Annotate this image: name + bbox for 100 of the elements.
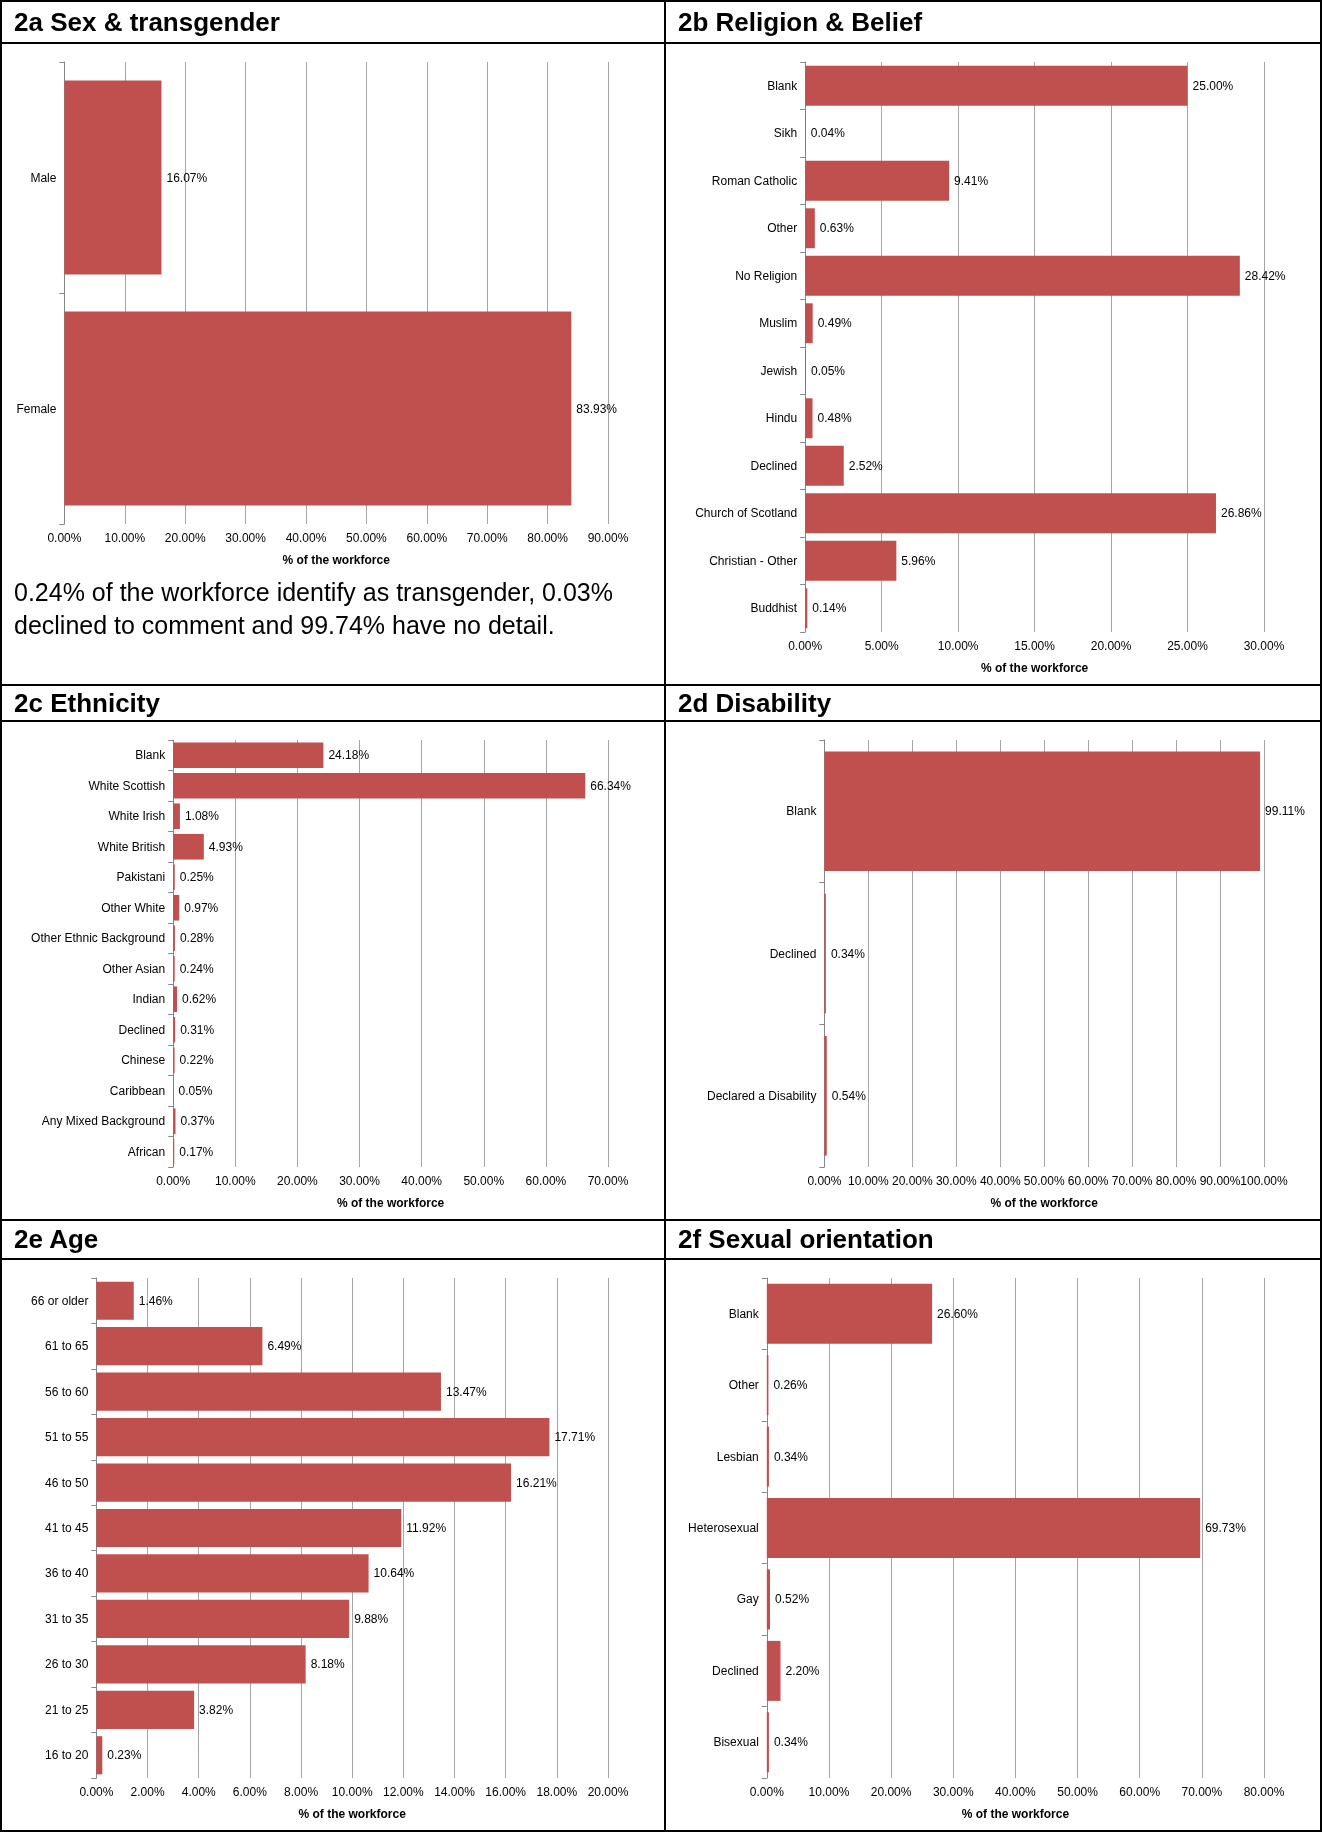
chart-title: 2c Ethnicity: [2, 686, 664, 722]
x-tick-label: 40.00%: [995, 1785, 1037, 1799]
y-tick-label: Muslim: [759, 316, 798, 331]
y-tick-label: Caribbean: [109, 1083, 166, 1098]
data-label: 0.05%: [178, 1083, 213, 1098]
x-tick-label: 20.00%: [164, 531, 206, 545]
y-tick-label: Blank: [135, 748, 167, 763]
x-tick-label: 10.00%: [808, 1785, 850, 1799]
data-label: 9.88%: [354, 1611, 389, 1626]
x-tick-label: 60.00%: [1067, 1174, 1109, 1188]
y-tick-label: 46 to 50: [45, 1475, 89, 1490]
y-tick-label: Buddhist: [750, 601, 798, 616]
x-axis-title: % of the workforce: [980, 661, 1089, 675]
text: 0.24% of the workforce identify as transgender, 0.03% declined to comment and 99.74% have no detail.: [14, 577, 614, 641]
data-label: 2.52%: [848, 458, 884, 473]
y-tick-label: Declined: [769, 946, 817, 961]
data-label: 25.00%: [1192, 78, 1234, 93]
y-tick-label: Jewish: [760, 363, 798, 378]
x-tick-label: 60.00%: [406, 531, 448, 545]
y-tick-label: 41 to 45: [45, 1521, 89, 1535]
y-tick-label: Female: [16, 401, 57, 416]
data-label: 0.63%: [819, 221, 855, 236]
x-tick-label: 50.00%: [1057, 1785, 1099, 1799]
x-tick-label: 0.00%: [47, 531, 82, 545]
data-label: 24.18%: [328, 748, 370, 763]
x-tick-label: 30.00%: [1243, 639, 1285, 653]
x-tick-label: 14.00%: [434, 1785, 476, 1799]
x-tick-label: 10.00%: [848, 1174, 890, 1188]
y-tick-label: White Scottish: [88, 778, 166, 793]
y-tick-label: 21 to 25: [45, 1702, 89, 1717]
x-axis-title: % of the workforce: [961, 1807, 1070, 1821]
x-tick-label: 80.00%: [1155, 1174, 1197, 1188]
data-label: 1.08%: [184, 809, 220, 824]
data-label: 0.49%: [817, 316, 853, 331]
data-label: 0.34%: [773, 1449, 809, 1464]
y-tick-label: 31 to 35: [45, 1611, 89, 1626]
y-tick-label: 61 to 65: [45, 1339, 89, 1354]
x-tick-label: 30.00%: [935, 1174, 977, 1188]
x-tick-label: 50.00%: [463, 1174, 505, 1188]
x-tick-label: 25.00%: [1167, 639, 1209, 653]
y-tick-label: Chinese: [121, 1053, 166, 1068]
y-tick-label: Declined: [118, 1022, 166, 1037]
data-label: 2.20%: [785, 1663, 820, 1678]
y-tick-label: Other White: [101, 900, 166, 915]
x-axis-title: % of the workforce: [990, 1196, 1099, 1210]
y-tick-label: 36 to 40: [45, 1566, 89, 1581]
x-tick-label: 80.00%: [527, 531, 569, 545]
data-label: 0.31%: [180, 1022, 215, 1037]
data-label: 9.41%: [954, 173, 989, 188]
data-label: 0.52%: [775, 1592, 810, 1607]
chart-title: 2d Disability: [666, 686, 1320, 722]
y-tick-label: Indian: [132, 992, 166, 1007]
x-tick-label: 10.00%: [104, 531, 146, 545]
data-label: 28.42%: [1244, 268, 1286, 283]
y-tick-label: 51 to 55: [45, 1430, 89, 1445]
chart-title: 2b Religion & Belief: [666, 2, 1320, 44]
x-tick-label: 0.00%: [788, 639, 823, 653]
data-label: 6.49%: [267, 1339, 302, 1354]
x-tick-label: 10.00%: [937, 639, 979, 653]
data-label: 0.48%: [817, 411, 852, 426]
y-tick-label: 56 to 60: [45, 1384, 89, 1399]
data-label: 0.22%: [179, 1053, 214, 1068]
y-tick-label: Blank: [786, 804, 818, 819]
data-label: 0.14%: [812, 601, 847, 616]
y-tick-label: Blank: [767, 78, 799, 93]
y-tick-label: 26 to 30: [45, 1657, 89, 1672]
x-tick-label: 0.00%: [156, 1174, 191, 1188]
data-label: 4.93%: [208, 839, 244, 854]
data-label: 0.34%: [773, 1735, 809, 1750]
x-tick-label: 20.00%: [587, 1785, 629, 1799]
y-tick-label: Declined: [712, 1663, 759, 1678]
y-tick-label: Any Mixed Background: [41, 1114, 166, 1129]
x-tick-label: 70.00%: [587, 1174, 629, 1188]
x-tick-label: 90.00%: [587, 531, 629, 545]
data-label: 66.34%: [590, 778, 632, 793]
x-tick-label: 50.00%: [346, 531, 388, 545]
y-tick-label: Bisexual: [713, 1735, 759, 1750]
x-tick-label: 0.00%: [749, 1785, 785, 1799]
data-label: 13.47%: [445, 1384, 487, 1399]
data-label: 16.07%: [166, 170, 208, 185]
y-tick-label: 16 to 20: [45, 1748, 89, 1763]
x-tick-label: 30.00%: [339, 1174, 381, 1188]
x-tick-label: 12.00%: [383, 1785, 425, 1799]
y-tick-label: Other Asian: [102, 961, 166, 976]
y-tick-label: Gay: [736, 1592, 759, 1607]
x-tick-label: 10.00%: [214, 1174, 256, 1188]
data-label: 0.04%: [810, 126, 846, 141]
x-axis-title: % of the workforce: [336, 1196, 445, 1210]
x-tick-label: 70.00%: [466, 531, 508, 545]
y-tick-label: Sikh: [773, 126, 798, 141]
y-tick-label: Other: [728, 1378, 759, 1393]
y-tick-label: White British: [97, 839, 166, 854]
data-label: 99.11%: [1265, 804, 1306, 819]
y-tick-label: Pakistani: [116, 870, 166, 885]
data-label: 0.05%: [810, 363, 846, 378]
x-tick-label: 16.00%: [485, 1785, 527, 1799]
y-tick-label: Other: [767, 221, 798, 236]
x-tick-label: 30.00%: [932, 1785, 974, 1799]
x-tick-label: 40.00%: [285, 531, 327, 545]
y-tick-label: No Religion: [735, 268, 798, 283]
